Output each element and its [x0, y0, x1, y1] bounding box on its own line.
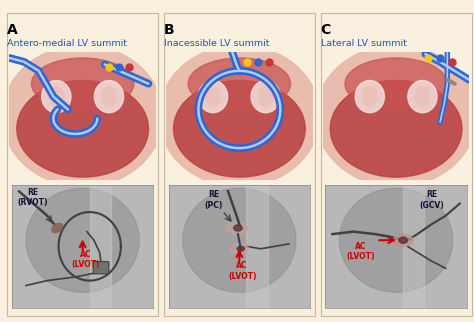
- Ellipse shape: [26, 188, 139, 292]
- Ellipse shape: [355, 80, 384, 113]
- Ellipse shape: [173, 80, 305, 177]
- Bar: [403, 185, 424, 308]
- Ellipse shape: [399, 237, 408, 243]
- Ellipse shape: [330, 80, 462, 177]
- Ellipse shape: [393, 234, 413, 246]
- Text: RE
(GCV): RE (GCV): [419, 190, 444, 210]
- Ellipse shape: [17, 80, 148, 177]
- Ellipse shape: [226, 222, 247, 234]
- Ellipse shape: [49, 87, 64, 106]
- Ellipse shape: [42, 80, 71, 113]
- Text: RE
(RVOT): RE (RVOT): [18, 188, 48, 207]
- Ellipse shape: [251, 80, 280, 113]
- Ellipse shape: [159, 45, 320, 187]
- Text: C: C: [320, 23, 331, 36]
- Text: A: A: [7, 23, 18, 36]
- Text: B: B: [164, 23, 174, 36]
- Ellipse shape: [31, 58, 134, 109]
- Ellipse shape: [52, 223, 63, 233]
- Text: Lateral LV summit: Lateral LV summit: [320, 39, 407, 48]
- Ellipse shape: [345, 58, 447, 109]
- Text: AC
(LVOT): AC (LVOT): [71, 250, 100, 270]
- Ellipse shape: [316, 45, 474, 187]
- Ellipse shape: [237, 246, 244, 251]
- Text: Antero-medial LV summit: Antero-medial LV summit: [7, 39, 127, 48]
- Text: Inacessible LV summit: Inacessible LV summit: [164, 39, 269, 48]
- FancyBboxPatch shape: [93, 261, 109, 274]
- Ellipse shape: [94, 80, 124, 113]
- Bar: [90, 185, 111, 308]
- Ellipse shape: [2, 45, 163, 187]
- Ellipse shape: [339, 188, 453, 292]
- Text: RE
(PC): RE (PC): [205, 190, 223, 210]
- Ellipse shape: [415, 87, 430, 106]
- Ellipse shape: [206, 87, 220, 106]
- Ellipse shape: [101, 87, 116, 106]
- Ellipse shape: [199, 80, 228, 113]
- Bar: [246, 185, 268, 308]
- Ellipse shape: [363, 87, 377, 106]
- Ellipse shape: [230, 243, 248, 254]
- Ellipse shape: [234, 225, 242, 231]
- Ellipse shape: [258, 87, 273, 106]
- Text: AC
(LVOT): AC (LVOT): [228, 261, 256, 280]
- Text: AC
(LVOT): AC (LVOT): [346, 242, 375, 261]
- Ellipse shape: [188, 58, 291, 109]
- Ellipse shape: [408, 80, 437, 113]
- Ellipse shape: [183, 188, 296, 292]
